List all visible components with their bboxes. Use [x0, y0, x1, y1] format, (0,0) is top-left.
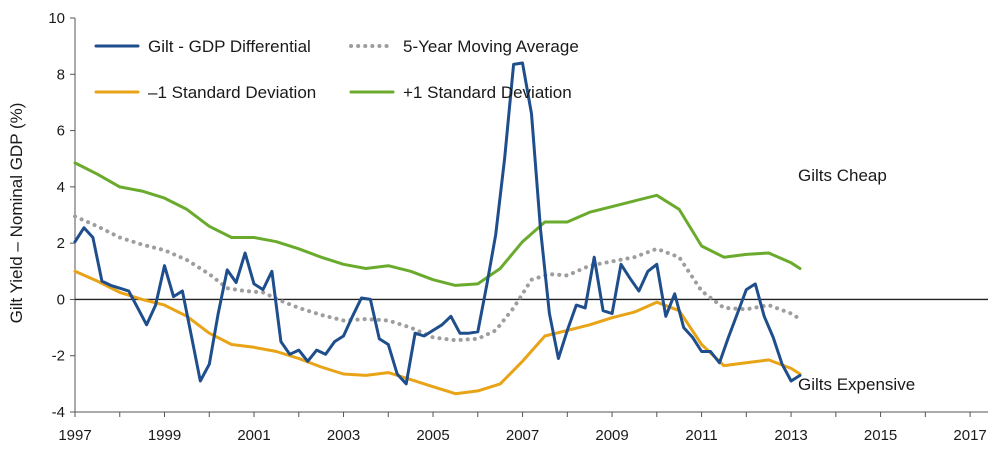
axes: -4 -2 0 2 4 6 8 10 1997 1999 2001 2003 2005 2007 2009 2… [48, 10, 988, 444]
legend-label: –1 Standard Deviation [148, 83, 316, 102]
x-tick-label: 2015 [864, 427, 897, 444]
y-tick-label: 2 [57, 235, 65, 252]
y-tick-label: 10 [48, 10, 65, 27]
y-axis-title: Gilt Yield – Nominal GDP (%) [7, 103, 26, 324]
x-tick-label: 2007 [506, 427, 539, 444]
x-tick-label: 1997 [58, 427, 91, 444]
series-line-1-standard-deviation [73, 161, 802, 287]
series-line-gilt-gdp-differential [73, 61, 802, 386]
x-tick-label: 2003 [327, 427, 360, 444]
y-tick-label: 8 [57, 66, 65, 83]
x-tick-label: 2013 [774, 427, 807, 444]
x-tick-label: 2001 [237, 427, 270, 444]
legend-label: 5-Year Moving Average [403, 37, 579, 56]
annotation-gilts-expensive: Gilts Expensive [798, 375, 915, 394]
y-tick-label: -2 [52, 348, 65, 365]
y-tick-label: 4 [57, 179, 65, 196]
y-tick-label: -4 [52, 404, 65, 421]
x-tick-label: 2011 [685, 427, 717, 444]
series-line-1-standard-deviation [73, 269, 802, 396]
x-tick-label: 2017 [953, 427, 986, 444]
y-tick-label: 0 [57, 291, 65, 308]
legend-label: Gilt - GDP Differential [148, 37, 311, 56]
x-tick-label: 2009 [595, 427, 628, 444]
legend: Gilt - GDP Differential 5-Year Moving Ave… [94, 37, 579, 102]
x-tick-label: 2005 [416, 427, 449, 444]
series-line-5-year-moving-average [73, 214, 802, 343]
annotation-gilts-cheap: Gilts Cheap [798, 166, 887, 185]
x-tick-label: 1999 [148, 427, 181, 444]
legend-label: +1 Standard Deviation [403, 83, 572, 102]
series-layer [73, 61, 802, 396]
y-tick-label: 6 [57, 123, 65, 140]
